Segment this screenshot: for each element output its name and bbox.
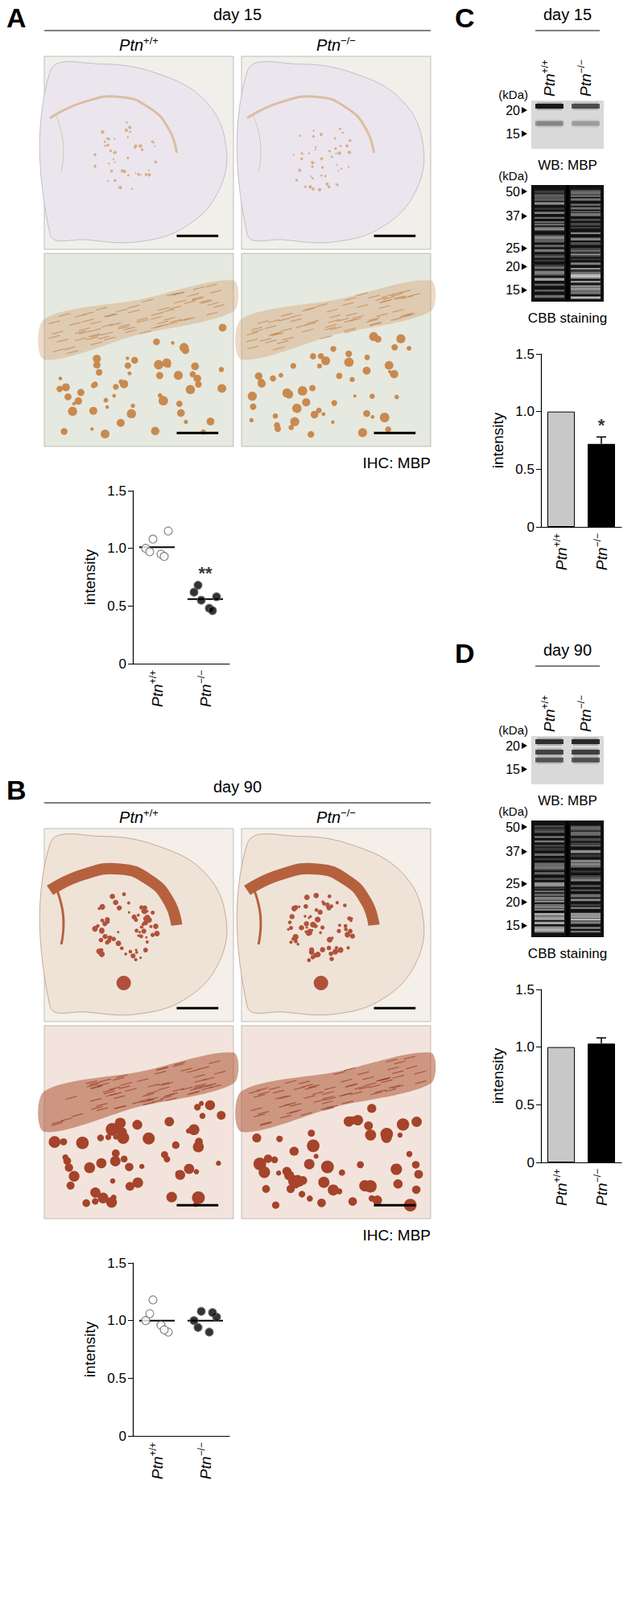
svg-text:CBB staining: CBB staining bbox=[528, 946, 607, 962]
svg-text:−/−: −/− bbox=[340, 807, 356, 820]
svg-text:Ptn: Ptn bbox=[148, 1457, 166, 1481]
svg-text:(kDa): (kDa) bbox=[498, 169, 529, 183]
svg-text:Ptn: Ptn bbox=[316, 36, 341, 54]
svg-text:intensity: intensity bbox=[81, 1321, 99, 1379]
svg-text:−/−: −/− bbox=[340, 34, 356, 47]
svg-text:intensity: intensity bbox=[489, 1048, 507, 1105]
svg-text:25: 25 bbox=[505, 877, 521, 892]
svg-text:1.0: 1.0 bbox=[107, 540, 127, 557]
svg-text:50: 50 bbox=[505, 821, 521, 835]
svg-text:Ptn: Ptn bbox=[197, 684, 215, 708]
svg-text:0.5: 0.5 bbox=[107, 1371, 127, 1388]
svg-text:day 90: day 90 bbox=[213, 778, 262, 797]
svg-text:15: 15 bbox=[505, 127, 521, 141]
svg-text:B: B bbox=[6, 775, 27, 806]
svg-text:day 90: day 90 bbox=[543, 641, 592, 660]
svg-text:IHC: MBP: IHC: MBP bbox=[363, 454, 431, 472]
svg-text:Ptn: Ptn bbox=[553, 547, 570, 571]
svg-text:0.5: 0.5 bbox=[515, 462, 535, 478]
svg-text:Ptn: Ptn bbox=[316, 809, 341, 827]
svg-text:(kDa): (kDa) bbox=[498, 87, 529, 102]
svg-text:WB: MBP: WB: MBP bbox=[537, 793, 598, 810]
svg-text:*: * bbox=[598, 415, 606, 436]
svg-text:+/+: +/+ bbox=[551, 533, 563, 548]
svg-text:+/+: +/+ bbox=[539, 695, 551, 710]
svg-text:Ptn: Ptn bbox=[119, 809, 144, 827]
svg-text:15: 15 bbox=[505, 919, 521, 933]
svg-text:+/+: +/+ bbox=[147, 1443, 159, 1458]
svg-text:Ptn: Ptn bbox=[577, 709, 595, 733]
svg-text:−/−: −/− bbox=[575, 695, 587, 710]
svg-text:1.0: 1.0 bbox=[515, 404, 535, 420]
svg-text:+/+: +/+ bbox=[143, 807, 159, 820]
svg-text:20: 20 bbox=[505, 895, 521, 910]
svg-text:Ptn: Ptn bbox=[593, 547, 611, 571]
svg-text:25: 25 bbox=[505, 241, 521, 256]
svg-text:WB: MBP: WB: MBP bbox=[537, 157, 598, 174]
svg-text:−/−: −/− bbox=[195, 670, 207, 685]
svg-text:20: 20 bbox=[505, 739, 521, 754]
svg-text:1.0: 1.0 bbox=[107, 1313, 127, 1330]
svg-text:20: 20 bbox=[505, 103, 521, 118]
svg-text:0: 0 bbox=[119, 1429, 127, 1445]
svg-text:1.0: 1.0 bbox=[515, 1040, 535, 1056]
svg-text:(kDa): (kDa) bbox=[498, 723, 529, 738]
svg-text:1.5: 1.5 bbox=[107, 1256, 127, 1272]
svg-text:D: D bbox=[454, 638, 475, 669]
svg-text:A: A bbox=[6, 2, 27, 34]
svg-text:intensity: intensity bbox=[81, 549, 99, 606]
svg-text:Ptn: Ptn bbox=[119, 36, 144, 54]
svg-text:0.5: 0.5 bbox=[515, 1098, 535, 1114]
svg-text:**: ** bbox=[198, 563, 213, 584]
svg-text:1.5: 1.5 bbox=[515, 346, 535, 363]
svg-text:−/−: −/− bbox=[575, 59, 587, 74]
svg-text:Ptn: Ptn bbox=[540, 73, 558, 97]
svg-text:37: 37 bbox=[505, 845, 521, 859]
svg-text:+/+: +/+ bbox=[147, 670, 159, 685]
svg-text:Ptn: Ptn bbox=[540, 709, 558, 733]
svg-text:Ptn: Ptn bbox=[553, 1183, 570, 1207]
svg-text:−/−: −/− bbox=[591, 1169, 603, 1184]
svg-text:0.5: 0.5 bbox=[107, 598, 127, 615]
svg-text:Ptn: Ptn bbox=[593, 1183, 611, 1207]
svg-text:15: 15 bbox=[505, 283, 521, 298]
svg-text:50: 50 bbox=[505, 185, 521, 199]
svg-text:day 15: day 15 bbox=[213, 5, 262, 24]
svg-text:0: 0 bbox=[527, 1155, 535, 1172]
svg-text:(kDa): (kDa) bbox=[498, 805, 529, 819]
svg-text:−/−: −/− bbox=[195, 1443, 207, 1458]
svg-text:1.5: 1.5 bbox=[515, 982, 535, 999]
svg-text:CBB staining: CBB staining bbox=[528, 310, 607, 327]
svg-text:+/+: +/+ bbox=[539, 59, 551, 74]
svg-text:0: 0 bbox=[527, 520, 535, 536]
svg-text:−/−: −/− bbox=[591, 533, 603, 548]
svg-text:day 15: day 15 bbox=[543, 5, 592, 24]
svg-text:Ptn: Ptn bbox=[577, 73, 595, 97]
svg-text:+/+: +/+ bbox=[143, 34, 159, 47]
svg-text:1.5: 1.5 bbox=[107, 483, 127, 500]
svg-text:Ptn: Ptn bbox=[197, 1457, 215, 1481]
svg-text:Ptn: Ptn bbox=[148, 684, 166, 708]
svg-text:37: 37 bbox=[505, 209, 521, 223]
svg-text:15: 15 bbox=[505, 763, 521, 777]
svg-text:0: 0 bbox=[119, 656, 127, 673]
svg-text:+/+: +/+ bbox=[551, 1169, 563, 1184]
svg-text:intensity: intensity bbox=[489, 412, 507, 469]
svg-text:20: 20 bbox=[505, 260, 521, 274]
svg-text:IHC: MBP: IHC: MBP bbox=[363, 1227, 431, 1245]
svg-text:C: C bbox=[454, 2, 475, 34]
